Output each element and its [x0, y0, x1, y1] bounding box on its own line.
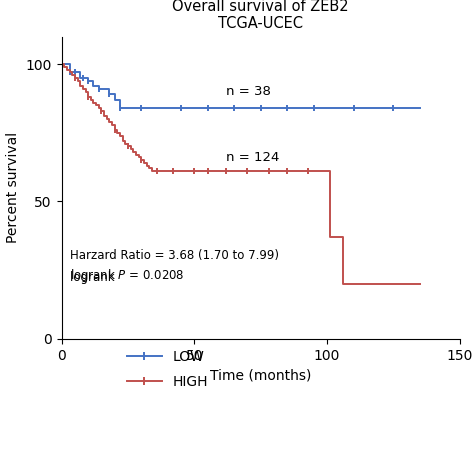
Text: logrank P = 0.0208: logrank P = 0.0208	[70, 271, 183, 284]
Text: logrank: logrank	[70, 271, 118, 284]
Text: n = 124: n = 124	[226, 151, 280, 164]
Title: Overall survival of ZEB2
TCGA-UCEC: Overall survival of ZEB2 TCGA-UCEC	[173, 0, 349, 31]
Text: logrank $\it{P}$ = 0.0208: logrank $\it{P}$ = 0.0208	[70, 267, 184, 284]
Y-axis label: Percent survival: Percent survival	[6, 132, 20, 243]
Text: n = 38: n = 38	[226, 85, 271, 98]
X-axis label: Time (months): Time (months)	[210, 368, 311, 382]
Legend: LOW, HIGH: LOW, HIGH	[121, 344, 214, 394]
Text: Harzard Ratio = 3.68 (1.70 to 7.99): Harzard Ratio = 3.68 (1.70 to 7.99)	[70, 249, 279, 262]
